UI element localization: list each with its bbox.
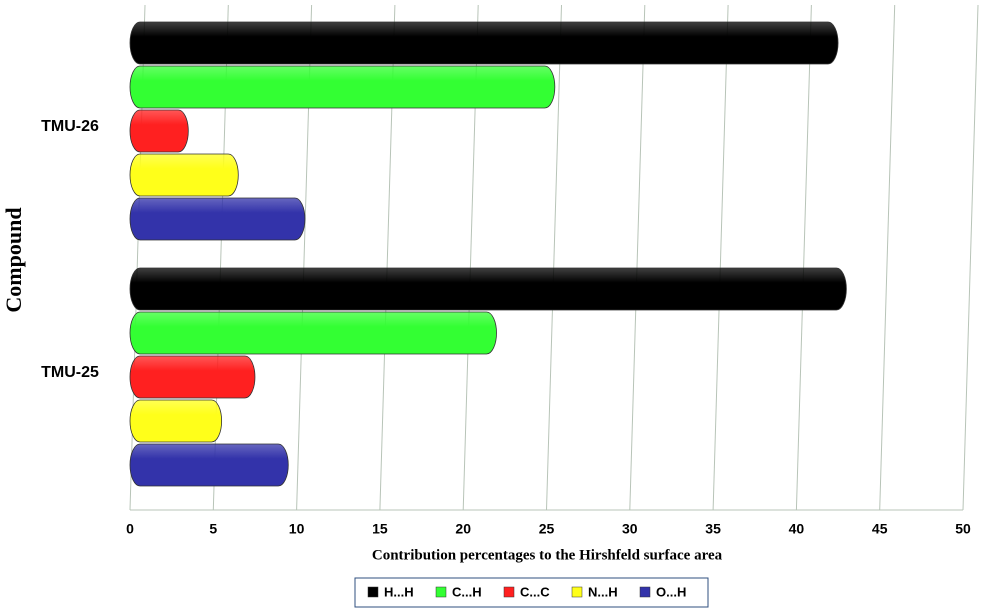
legend-label: C...C	[520, 584, 550, 599]
legend-swatch	[367, 586, 379, 598]
legend-label: H...H	[384, 584, 414, 599]
x-tick-label: 35	[705, 521, 721, 537]
x-tick-label: 0	[126, 521, 134, 537]
legend-label: C...H	[452, 584, 482, 599]
bar	[129, 21, 839, 65]
x-tick-label: 15	[372, 521, 388, 537]
grid-line	[795, 4, 812, 511]
bar	[129, 399, 223, 443]
bar	[129, 355, 256, 399]
x-tick-label: 10	[289, 521, 305, 537]
bar	[129, 311, 497, 355]
legend-swatch	[503, 586, 515, 598]
bar	[129, 267, 847, 311]
bar	[129, 443, 289, 487]
grid-line	[629, 4, 646, 511]
x-tick-label: 45	[872, 521, 888, 537]
bar	[129, 153, 239, 197]
x-tick-label: 40	[789, 521, 805, 537]
x-tick-label: 5	[209, 521, 217, 537]
legend-label: O...H	[656, 584, 686, 599]
grid-line	[879, 4, 896, 511]
x-axis-title: Contribution percentages to the Hirshfel…	[372, 547, 723, 563]
grid-line	[962, 4, 979, 511]
grid-line	[546, 4, 562, 511]
x-tick-label: 20	[455, 521, 471, 537]
y-axis-title: Compound	[1, 207, 26, 312]
x-tick-label: 25	[539, 521, 555, 537]
bar	[129, 109, 189, 153]
grid-line	[712, 4, 729, 511]
x-tick-label: 50	[955, 521, 971, 537]
x-tick-label: 30	[622, 521, 638, 537]
bar	[129, 197, 306, 241]
y-tick-label: TMU-25	[41, 364, 99, 381]
legend-swatch	[639, 586, 651, 598]
legend-swatch	[435, 586, 447, 598]
y-tick-label: TMU-26	[41, 118, 99, 135]
legend-label: N...H	[588, 584, 618, 599]
legend-swatch	[571, 586, 583, 598]
bar	[129, 65, 556, 109]
